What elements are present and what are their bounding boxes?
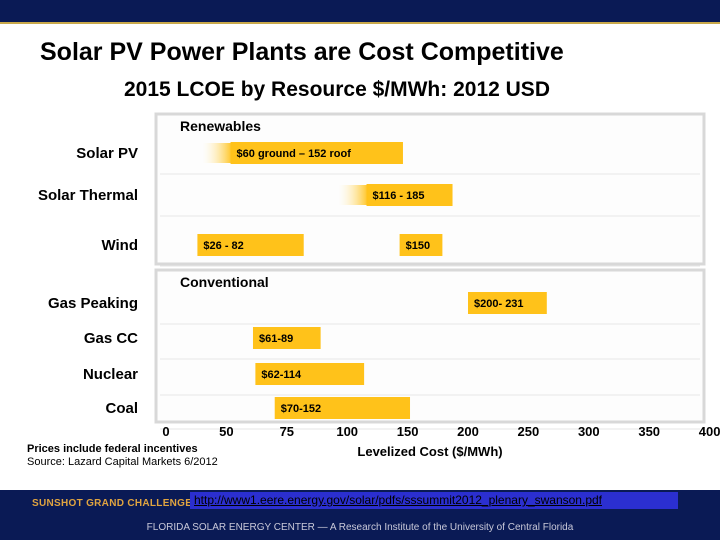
source-link-box: http://www1.eere.energy.gov/solar/pdfs/s… xyxy=(190,492,678,509)
slide-title: Solar PV Power Plants are Cost Competiti… xyxy=(40,38,564,66)
x-tick-label: 400 xyxy=(699,424,720,439)
range-bar xyxy=(230,142,403,164)
range-bar xyxy=(468,292,547,314)
range-bar xyxy=(252,327,321,349)
range-label: $26 - 82 xyxy=(203,240,243,252)
footer-band: SUNSHOT GRAND CHALLENGE http://www1.eere… xyxy=(0,490,720,540)
note-incentives: Prices include federal incentives xyxy=(27,443,198,455)
row-label: Coal xyxy=(105,400,138,417)
range-bar xyxy=(197,234,304,256)
range-bar-fade xyxy=(202,143,233,163)
group-panel-1 xyxy=(154,268,706,424)
range-label: $62-114 xyxy=(261,369,302,381)
group-title-1: Conventional xyxy=(180,274,269,290)
x-tick-label: 50 xyxy=(219,424,233,439)
range-label: $70-152 xyxy=(281,403,321,415)
row-label: Solar Thermal xyxy=(38,187,138,204)
sunshot-logo: SUNSHOT GRAND CHALLENGE xyxy=(32,498,193,509)
x-tick-label: 150 xyxy=(397,424,419,439)
row-label: Solar PV xyxy=(76,145,138,162)
x-tick-label: 75 xyxy=(280,424,294,439)
group-title-0: Renewables xyxy=(180,118,261,134)
x-tick-label: 250 xyxy=(518,424,540,439)
slide: Solar PV Power Plants are Cost Competiti… xyxy=(0,24,720,490)
row-label: Gas CC xyxy=(84,330,138,347)
row-label: Wind xyxy=(101,237,138,254)
note-source: Source: Lazard Capital Markets 6/2012 xyxy=(27,456,218,468)
x-tick-label: 200 xyxy=(457,424,479,439)
row-label: Gas Peaking xyxy=(48,295,138,312)
range-bar xyxy=(399,234,443,256)
x-tick-label: 350 xyxy=(638,424,660,439)
range-bar xyxy=(366,184,453,206)
slide-subtitle: 2015 LCOE by Resource $/MWh: 2012 USD xyxy=(124,78,550,101)
range-label: $150 xyxy=(406,240,430,252)
range-label: $60 ground – 152 roof xyxy=(237,148,352,160)
lcoe-chart: Renewables Solar PV $60 ground – 152 roof S… xyxy=(27,112,720,468)
row-label: Nuclear xyxy=(83,366,138,383)
fsec-footer: FLORIDA SOLAR ENERGY CENTER — A Research… xyxy=(146,522,574,533)
range-label: $200- 231 xyxy=(474,298,524,310)
x-tick-label: 300 xyxy=(578,424,600,439)
range-bar xyxy=(274,397,411,419)
source-link[interactable]: http://www1.eere.energy.gov/solar/pdfs/s… xyxy=(194,493,602,507)
range-bar-fade xyxy=(338,185,369,205)
range-label: $61-89 xyxy=(259,333,293,345)
range-bar xyxy=(255,363,365,385)
top-band xyxy=(0,0,720,24)
range-label: $116 - 185 xyxy=(373,190,425,202)
x-tick-label: 100 xyxy=(336,424,358,439)
x-axis-title: Levelized Cost ($/MWh) xyxy=(357,444,502,459)
x-tick-label: 0 xyxy=(162,424,169,439)
